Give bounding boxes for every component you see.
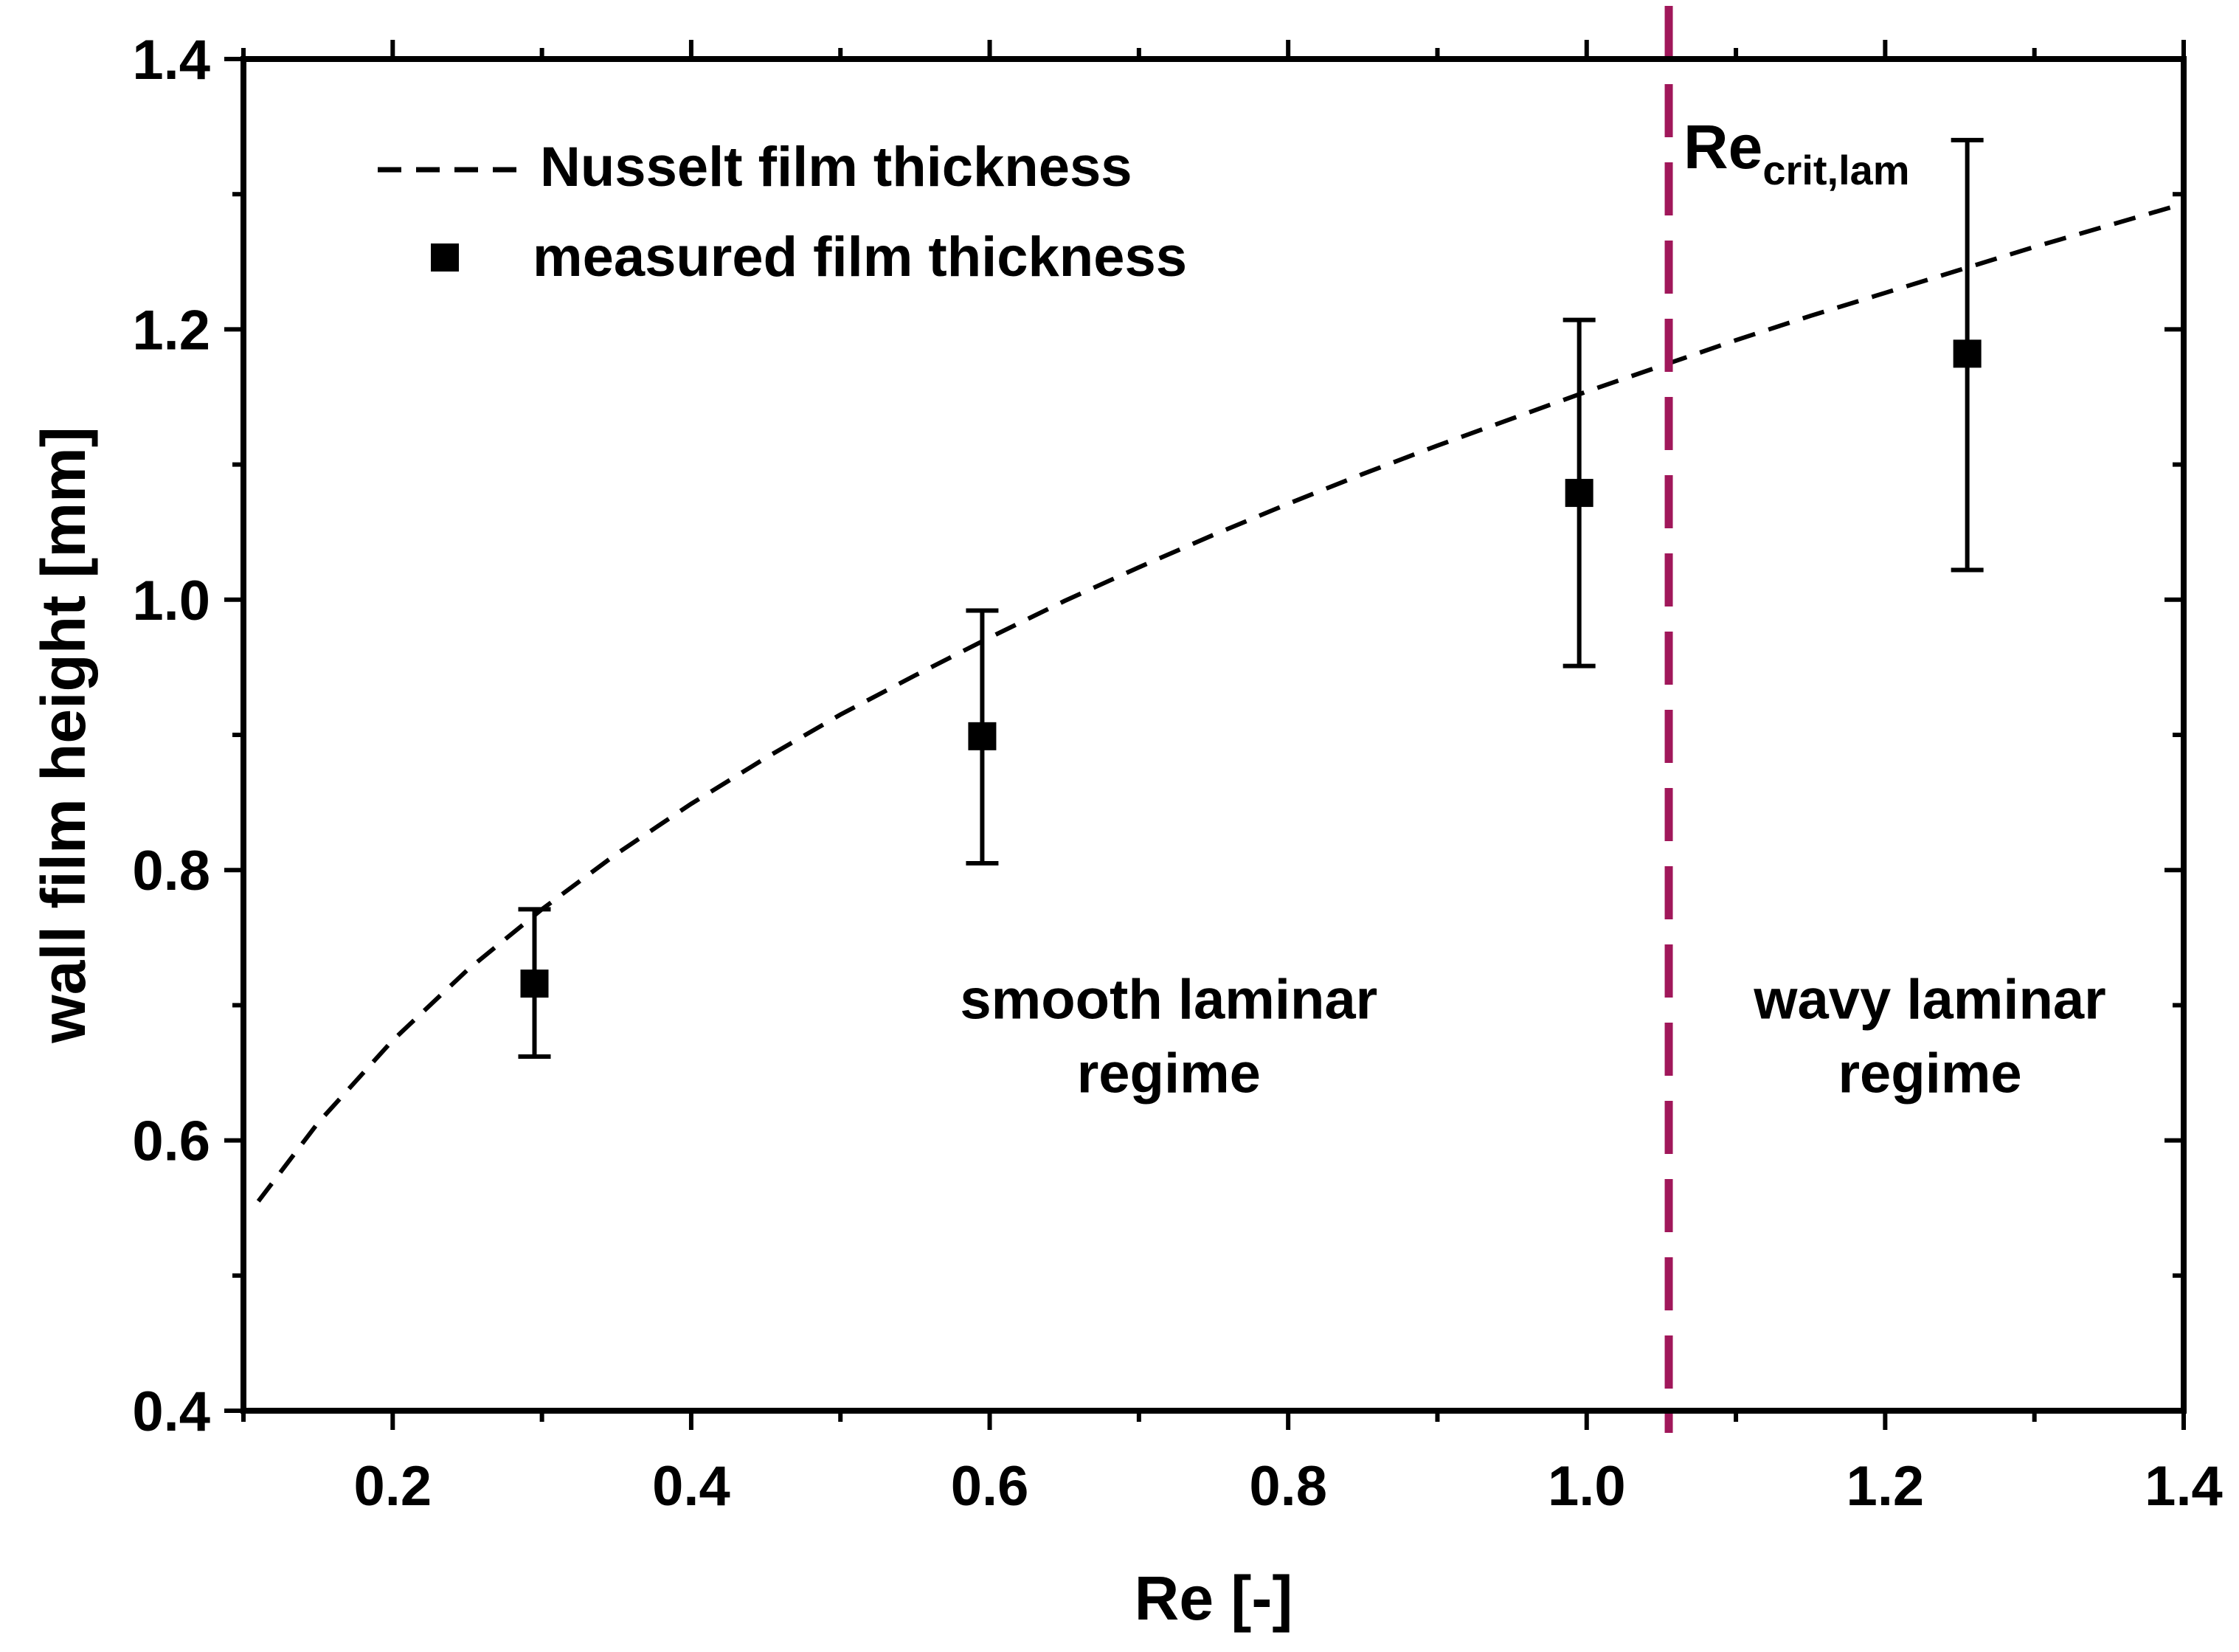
regime-annotations: smooth laminar regime wavy laminar regime — [960, 969, 2105, 1105]
data-point — [1953, 339, 1982, 368]
axis-ticks: 0.2 0.4 0.6 0.8 1.0 1.2 1.4 0.4 0.6 0.8 1.0 1.2 1.4 — [132, 29, 2222, 1518]
legend: Nusselt film thickness measured film thi… — [378, 136, 1187, 288]
data-point — [968, 722, 997, 750]
critical-reynolds-label: Recrit,lam — [1683, 112, 1910, 193]
y-tick-label: 0.6 — [132, 1110, 210, 1173]
wavy-regime-label: regime — [1838, 1043, 2021, 1105]
y-axis-title: wall film height [mm] — [29, 426, 98, 1043]
y-tick-label: 1.4 — [132, 29, 210, 91]
x-axis-title: Re [-] — [1135, 1563, 1293, 1633]
critical-reynolds-subscript: crit,lam — [1762, 147, 1909, 193]
smooth-regime-label: regime — [1077, 1043, 1261, 1105]
y-tick-label: 1.0 — [132, 570, 210, 632]
x-tick-label: 0.6 — [951, 1455, 1029, 1518]
plot-area — [256, 6, 2184, 1433]
legend-marker-square — [431, 243, 459, 272]
x-tick-label: 1.0 — [1548, 1455, 1626, 1518]
data-point — [520, 970, 549, 998]
x-tick-label: 0.8 — [1249, 1455, 1327, 1518]
x-tick-label: 1.4 — [2145, 1455, 2223, 1518]
y-tick-label: 0.4 — [132, 1380, 210, 1443]
data-point — [1565, 479, 1593, 508]
critical-reynolds-main: Re — [1683, 112, 1762, 182]
y-tick-label: 0.8 — [132, 840, 210, 902]
smooth-regime-label: smooth laminar — [960, 969, 1377, 1031]
x-tick-label: 1.2 — [1847, 1455, 1925, 1518]
x-tick-label: 0.2 — [353, 1455, 432, 1518]
x-tick-label: 0.4 — [652, 1455, 730, 1518]
nusselt-curve — [256, 201, 2184, 1203]
y-tick-label: 1.2 — [132, 299, 210, 362]
legend-label-measured: measured film thickness — [533, 226, 1187, 288]
legend-label-nusselt: Nusselt film thickness — [540, 136, 1132, 198]
wavy-regime-label: wavy laminar — [1753, 969, 2105, 1031]
